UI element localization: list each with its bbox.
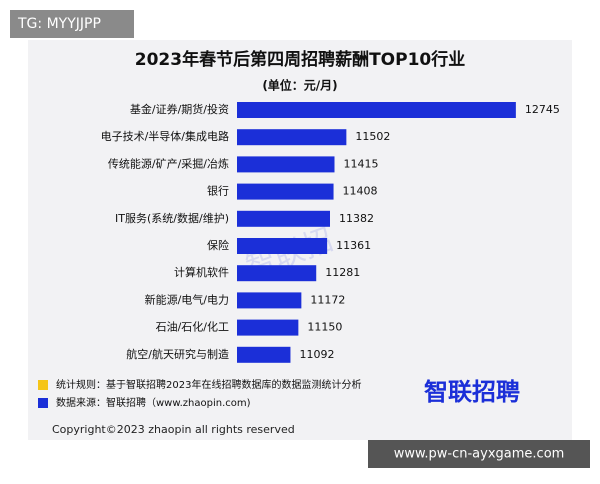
category-label: 新能源/电气/电力 bbox=[145, 292, 229, 306]
category-label: 传统能源/矿产/采掘/冶炼 bbox=[108, 156, 229, 170]
site-badge: www.pw-cn-ayxgame.com bbox=[394, 447, 565, 462]
badge: TG: MYYJJPP bbox=[17, 16, 101, 32]
bar bbox=[237, 156, 335, 173]
note: 统计规则：基于智联招聘2023年在线招聘数据库的数据监测统计分析 bbox=[56, 378, 361, 391]
bar bbox=[237, 346, 291, 363]
value-label: 11415 bbox=[344, 157, 379, 170]
note: 数据来源：智联招聘（www.zhaopin.com) bbox=[56, 396, 251, 409]
value-label: 11382 bbox=[339, 212, 374, 225]
bar bbox=[237, 319, 299, 336]
bar bbox=[237, 292, 302, 309]
category-label: 保险 bbox=[207, 238, 229, 252]
bar bbox=[237, 238, 328, 254]
category-label: 计算机软件 bbox=[174, 265, 229, 279]
category-label: 电子技术/半导体/集成电路 bbox=[101, 129, 229, 143]
value-label: 11502 bbox=[355, 130, 390, 143]
note-swatch bbox=[38, 398, 48, 408]
category-label: 航空/航天研究与制造 bbox=[126, 347, 229, 361]
value-label: 11092 bbox=[299, 348, 334, 361]
category-label: 石油/石化/化工 bbox=[156, 320, 229, 334]
value-label: 11281 bbox=[325, 266, 360, 279]
chart-subtitle: (单位：元/月) bbox=[262, 78, 337, 93]
category-label: 基金/证券/期货/投资 bbox=[130, 102, 229, 116]
value-label: 11408 bbox=[343, 185, 378, 198]
bar bbox=[237, 129, 347, 146]
site-badge-bg bbox=[368, 440, 590, 468]
value-label: 11361 bbox=[336, 239, 371, 252]
bar bbox=[237, 183, 334, 200]
chart-title: 2023年春节后第四周招聘薪酬TOP10行业 bbox=[135, 49, 465, 70]
value-label: 12745 bbox=[525, 103, 560, 116]
category-label: 银行 bbox=[207, 184, 229, 198]
value-label: 11150 bbox=[307, 321, 342, 334]
bar bbox=[237, 265, 317, 282]
bar bbox=[237, 210, 330, 227]
note-swatch bbox=[38, 380, 48, 390]
badge-bg bbox=[10, 10, 134, 38]
copyright: Copyright©2023 zhaopin all rights reserv… bbox=[52, 423, 295, 436]
bar bbox=[237, 102, 516, 118]
logo: 智联招聘 bbox=[424, 378, 520, 406]
value-label: 11172 bbox=[310, 293, 345, 306]
category-label: IT服务(系统/数据/维护) bbox=[115, 211, 229, 225]
